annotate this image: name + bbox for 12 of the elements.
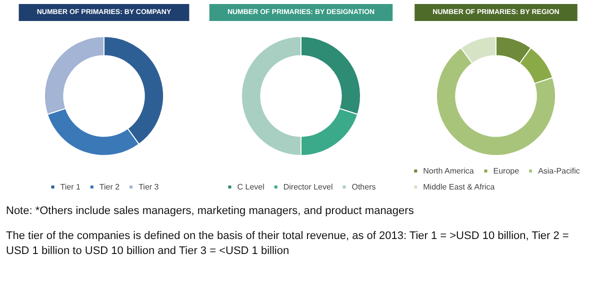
legend-label: Director Level	[283, 182, 333, 192]
legend-label: Asia-Pacific	[538, 166, 580, 176]
legend-label: Others	[352, 182, 376, 192]
text: Note: *Others include sales managers, marketing managers, and product managers	[6, 204, 415, 219]
legend-label: Tier 2	[99, 182, 120, 192]
legend-label: Tier 1	[60, 182, 81, 192]
legend-label: Middle East & Africa	[423, 182, 496, 192]
legend-label: North America	[423, 166, 474, 176]
legend-label: C Level	[237, 182, 265, 192]
text: The tier of the companies is defined on the basis of their total revenue, as of 2013: Tier 1 = >USD 10 billion, Tier 2 = USD 1 billion to USD 10 billion and Tier 3 = <USD 1 billion	[6, 229, 570, 259]
legend-label: Europe	[493, 166, 520, 176]
legend-label: Tier 3	[138, 182, 160, 192]
